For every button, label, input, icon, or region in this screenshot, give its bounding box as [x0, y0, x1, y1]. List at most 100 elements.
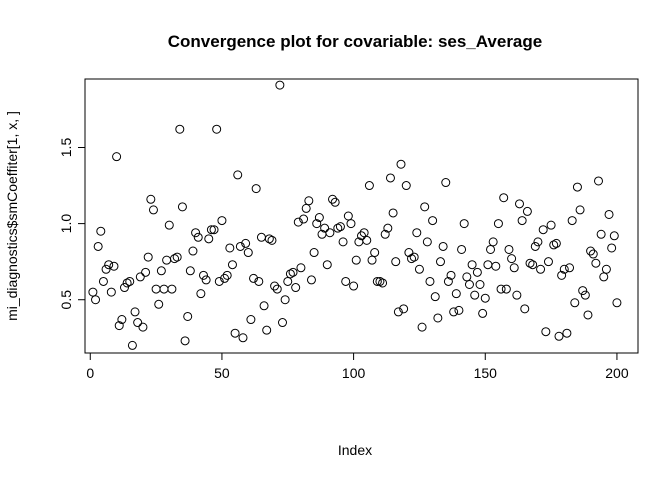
data-point [346, 219, 356, 229]
data-point [104, 260, 114, 270]
data-point [212, 124, 222, 134]
data-point [262, 325, 272, 335]
data-point [264, 234, 274, 244]
data-point [133, 318, 143, 328]
data-point [467, 260, 477, 270]
data-point [433, 313, 443, 323]
data-point [170, 254, 180, 264]
data-point [478, 308, 488, 318]
data-point [391, 257, 401, 267]
chart-title: Convergence plot for covariable: ses_Ave… [168, 32, 542, 51]
data-point [272, 284, 282, 294]
data-point [112, 152, 122, 162]
data-point [596, 229, 606, 239]
data-point [530, 241, 540, 251]
data-point [520, 304, 530, 314]
data-point [601, 264, 611, 274]
data-point [117, 315, 127, 325]
data-point [594, 176, 603, 186]
data-point [472, 267, 482, 277]
data-point [441, 178, 451, 188]
data-point [199, 270, 208, 280]
data-point [233, 170, 243, 180]
data-point [325, 228, 335, 238]
data-point [562, 328, 572, 338]
data-point [127, 340, 137, 350]
data-point [509, 263, 519, 273]
data-point [383, 223, 393, 233]
data-point [420, 202, 430, 212]
data-point [278, 318, 287, 328]
data-point [607, 243, 617, 253]
data-point [512, 290, 522, 300]
data-point [528, 260, 538, 270]
x-tick-label: 200 [605, 365, 629, 381]
data-point [120, 283, 129, 293]
data-point [188, 246, 198, 256]
x-tick-label: 50 [214, 365, 230, 381]
data-point [454, 305, 464, 315]
data-point [256, 232, 266, 242]
data-point [154, 299, 164, 309]
data-point [375, 276, 385, 286]
data-point [364, 181, 374, 191]
data-point [162, 255, 172, 265]
data-point [407, 254, 417, 264]
data-point [335, 222, 345, 232]
data-point [241, 238, 251, 248]
data-point [612, 298, 622, 308]
data-point [322, 260, 332, 270]
data-point [543, 257, 553, 267]
data-point [583, 310, 593, 320]
data-point [591, 258, 601, 268]
data-point [404, 248, 414, 258]
data-point [475, 280, 485, 289]
data-point [370, 248, 380, 258]
data-point [93, 241, 103, 251]
data-point [609, 231, 619, 241]
data-point [101, 264, 111, 274]
data-point [314, 213, 324, 223]
data-point [164, 220, 174, 230]
data-point [446, 270, 456, 280]
data-point [341, 276, 351, 286]
data-point [98, 276, 108, 286]
data-point [220, 273, 230, 283]
data-point [538, 225, 548, 235]
data-point [504, 244, 514, 254]
plot-frame [84, 78, 639, 354]
data-point [599, 272, 609, 282]
data-point [275, 80, 285, 90]
data-point [267, 235, 277, 245]
data-point [578, 286, 588, 296]
data-point [254, 276, 264, 286]
data-point [114, 321, 124, 331]
data-point [88, 287, 98, 297]
y-tick-label: 1.5 [58, 138, 74, 158]
data-point [183, 311, 193, 321]
data-point [204, 234, 214, 244]
data-point [141, 267, 151, 277]
data-point [249, 273, 259, 283]
data-point [235, 241, 245, 251]
data-point [559, 264, 569, 274]
data-point [283, 276, 293, 286]
data-point [357, 231, 366, 241]
data-point [217, 216, 227, 226]
data-point [570, 298, 580, 308]
data-point [428, 216, 438, 226]
data-point [251, 184, 261, 194]
data-point [109, 261, 119, 271]
data-point [177, 202, 187, 212]
data-point [393, 307, 403, 317]
data-point [533, 237, 543, 247]
data-point [291, 283, 301, 293]
data-point [464, 280, 474, 289]
data-point [301, 203, 311, 213]
data-point [293, 217, 303, 227]
data-point [146, 194, 156, 204]
x-tick-label: 150 [474, 365, 498, 381]
data-point [372, 276, 382, 286]
data-point [175, 124, 185, 134]
data-point [259, 301, 269, 311]
